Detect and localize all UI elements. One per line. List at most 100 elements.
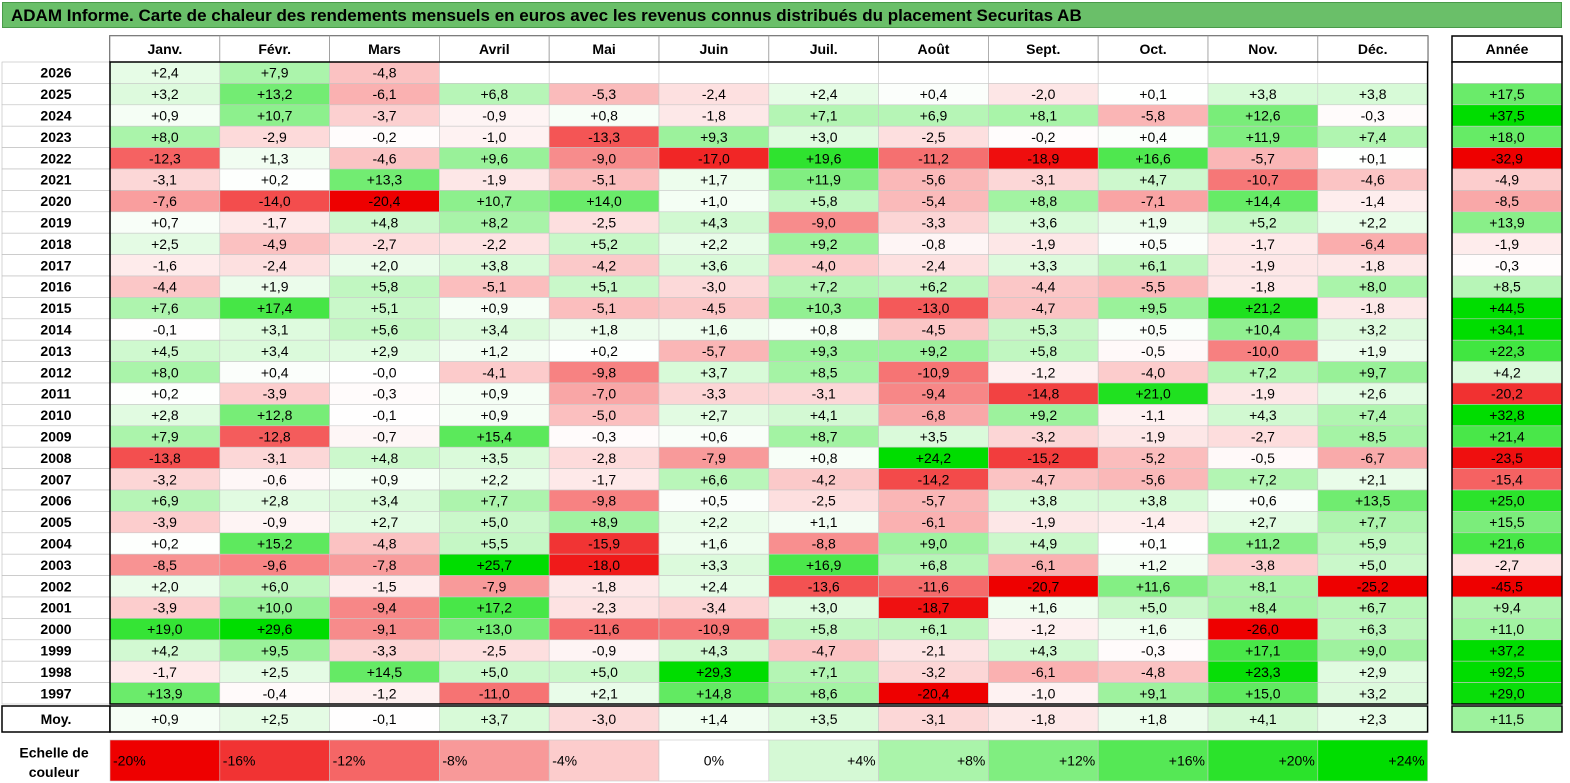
heatmap-cell-value: -1,7 <box>592 471 616 487</box>
average-cell-value: -3,0 <box>592 711 616 727</box>
heatmap-cell-value: +9,0 <box>920 536 948 552</box>
year-total-value: -2,7 <box>1495 557 1519 573</box>
heatmap-cell-value: -9,1 <box>372 621 396 637</box>
heatmap-cell-value: -8,5 <box>153 557 177 573</box>
heatmap-cell-value: -3,9 <box>263 386 287 402</box>
heatmap-cell-value: +0,8 <box>590 108 618 124</box>
heatmap-cell-value: +2,9 <box>1359 664 1387 680</box>
heatmap-cell-value: -0,6 <box>263 471 287 487</box>
average-label: Moy. <box>41 711 72 727</box>
heatmap-cell-value: +2,1 <box>1359 471 1387 487</box>
row-label: 2013 <box>40 343 71 359</box>
scale-swatch-label: +20% <box>1279 753 1315 769</box>
heatmap-cell-value: +8,7 <box>810 429 838 445</box>
heatmap-cell-value: +4,3 <box>1249 407 1277 423</box>
heatmap-cell-value: -9,8 <box>592 364 616 380</box>
heatmap-cell-value: -3,1 <box>263 450 287 466</box>
heatmap-cell-value: -4,6 <box>1361 172 1385 188</box>
heatmap-cell-value: +5,2 <box>590 236 618 252</box>
scale-swatch-label: +8% <box>957 753 985 769</box>
heatmap-cell-value: -1,9 <box>1031 236 1055 252</box>
heatmap-cell-value: -4,7 <box>1031 300 1055 316</box>
year-total-value: +29,0 <box>1489 685 1525 701</box>
heatmap-cell-value: -5,6 <box>921 172 945 188</box>
heatmap-cell-value: -9,4 <box>372 600 396 616</box>
heatmap-cell-value: +9,2 <box>920 343 948 359</box>
heatmap-cell-value: -13,8 <box>149 450 181 466</box>
row-label: 2022 <box>40 150 71 166</box>
heatmap-cell-value: -7,1 <box>1141 193 1165 209</box>
average-cell-value: +1,4 <box>700 711 728 727</box>
heatmap-cell-value: +13,3 <box>367 172 403 188</box>
heatmap-cell-value: +5,0 <box>480 514 508 530</box>
heatmap-cell-value: +7,9 <box>261 65 289 81</box>
month-header-cell <box>1207 35 1319 63</box>
heatmap-cell-value: +3,5 <box>920 429 948 445</box>
heatmap-cell-value: +1,6 <box>700 322 728 338</box>
heatmap-cell-value: +1,2 <box>1139 557 1167 573</box>
scale-swatch-label: +16% <box>1169 753 1205 769</box>
heatmap-cell-value: -1,5 <box>372 578 396 594</box>
year-total-value: -45,5 <box>1491 578 1523 594</box>
heatmap-cell-value: -4,5 <box>921 322 945 338</box>
month-header-cell <box>658 35 770 63</box>
heatmap-cell-value: +3,8 <box>480 257 508 273</box>
heatmap-cell-value: +0,9 <box>480 300 508 316</box>
heatmap-cell-value: +10,7 <box>477 193 513 209</box>
heatmap-cell-value: +0,5 <box>1139 236 1167 252</box>
year-total-value: -1,9 <box>1495 236 1519 252</box>
year-total-value: +44,5 <box>1489 300 1525 316</box>
heatmap-cell-value: +7,4 <box>1359 129 1387 145</box>
heatmap-cell-value: -3,2 <box>921 664 945 680</box>
average-cell <box>1097 705 1209 733</box>
heatmap-cell-value: +10,0 <box>257 600 293 616</box>
heatmap-cell-value: +14,5 <box>367 664 403 680</box>
month-header-label: Juil. <box>810 41 838 57</box>
heatmap-cell-value: -1,8 <box>1251 279 1275 295</box>
average-cell <box>329 705 440 733</box>
average-cell-value: -1,8 <box>1031 711 1055 727</box>
year-total-value: +22,3 <box>1489 343 1525 359</box>
heatmap-cell-value: -14,8 <box>1027 386 1059 402</box>
heatmap-cell-value: +12,6 <box>1245 108 1281 124</box>
row-label: 2024 <box>40 108 71 124</box>
heatmap-cell-value: -1,7 <box>263 215 287 231</box>
heatmap-cell-value: -20,7 <box>1027 578 1059 594</box>
heatmap-cell-value: +2,9 <box>371 343 399 359</box>
heatmap-cell-value: +14,8 <box>696 685 732 701</box>
heatmap-cell-value: +8,5 <box>810 364 838 380</box>
heatmap-cell-value: -5,6 <box>1141 471 1165 487</box>
heatmap-cell-value: -1,9 <box>1141 429 1165 445</box>
heatmap-cell-value: -5,0 <box>592 407 616 423</box>
heatmap-cell-value: -0,3 <box>592 429 616 445</box>
month-header-label: Août <box>918 41 950 57</box>
year-total-value: +18,0 <box>1489 129 1525 145</box>
scale-swatch-label: +12% <box>1059 753 1095 769</box>
heatmap-cell-value: -11,6 <box>589 621 620 637</box>
heatmap-cell-value: +8,2 <box>480 215 508 231</box>
heatmap-cell-value: -2,5 <box>812 493 836 509</box>
row-label: 2005 <box>40 514 71 530</box>
heatmap-cell-value: +8,4 <box>1249 600 1277 616</box>
heatmap-cell-value: -5,7 <box>921 493 945 509</box>
heatmap-cell-value: +3,4 <box>261 343 289 359</box>
heatmap-cell-value: -4,4 <box>153 279 177 295</box>
year-total-value: +34,1 <box>1489 322 1525 338</box>
heatmap-cell-value: -0,8 <box>921 236 945 252</box>
heatmap-cell-value: +4,3 <box>1029 643 1057 659</box>
heatmap-cell-value: -0,9 <box>263 514 287 530</box>
row-label: 2010 <box>40 407 71 423</box>
heatmap-cell-value: +9,1 <box>1139 685 1167 701</box>
heatmap-cell-value: -9,6 <box>263 557 287 573</box>
row-label: 1999 <box>40 643 71 659</box>
heatmap-cell-value: -3,4 <box>702 600 726 616</box>
heatmap-cell-value: +5,3 <box>1029 322 1057 338</box>
heatmap-cell-value: -6,1 <box>1031 557 1055 573</box>
row-label: 2000 <box>40 621 71 637</box>
scale-swatch <box>109 739 221 782</box>
heatmap-cell-value: +0,5 <box>700 493 728 509</box>
heatmap-cell-value: +3,0 <box>810 600 838 616</box>
heatmap-cell-value: +5,8 <box>371 279 399 295</box>
scale-swatch <box>439 739 550 782</box>
heatmap-cell-value: +7,2 <box>810 279 838 295</box>
